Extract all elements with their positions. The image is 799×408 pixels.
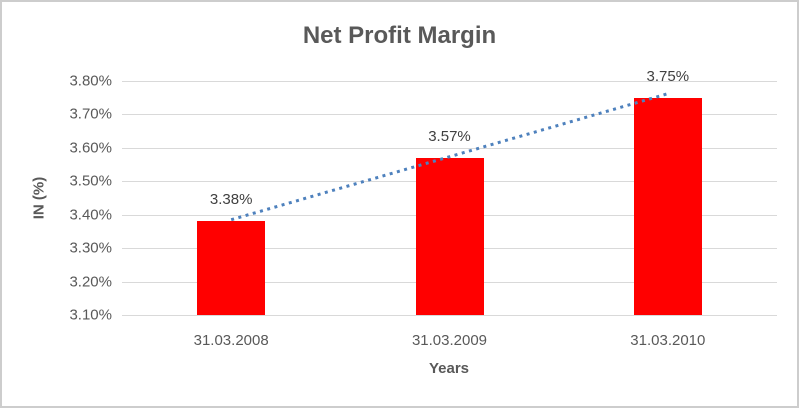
bar — [415, 157, 484, 315]
bar-data-label: 3.57% — [428, 127, 471, 145]
y-tick-label: 3.20% — [69, 273, 112, 291]
x-tick-label: 31.03.2010 — [630, 332, 706, 349]
y-tick-label: 3.70% — [69, 105, 112, 123]
x-tick-label: 31.03.2009 — [411, 332, 488, 349]
y-tick-label: 3.80% — [69, 72, 112, 90]
gridline — [122, 315, 777, 316]
bar — [633, 97, 702, 315]
x-axis-title: Years — [428, 360, 470, 377]
bar — [197, 221, 266, 315]
y-tick-label: 3.30% — [69, 239, 112, 257]
y-tick-label: 3.60% — [69, 139, 112, 157]
chart-title: Net Profit Margin — [302, 22, 497, 49]
bar-data-label: 3.38% — [209, 191, 253, 209]
bar-data-label: 3.75% — [646, 67, 690, 85]
y-tick-label: 3.40% — [69, 206, 112, 224]
y-tick-label: 3.10% — [69, 306, 112, 324]
gridline — [122, 81, 777, 82]
y-tick-label: 3.50% — [69, 172, 112, 190]
x-tick-label: 31.03.2008 — [193, 332, 269, 349]
